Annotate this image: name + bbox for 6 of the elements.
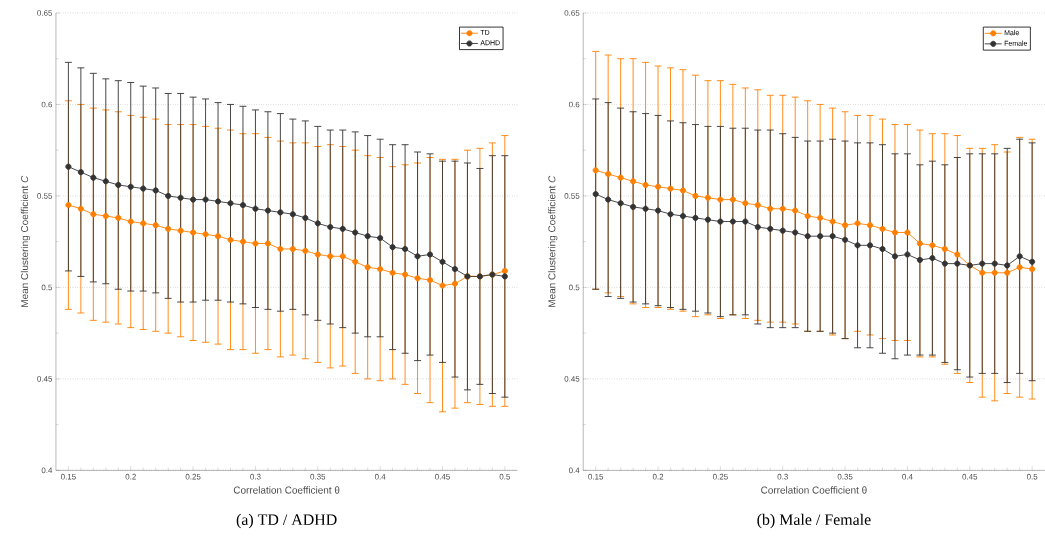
text: (a) TD / ADHD (236, 513, 337, 529)
x-axis-title: Correlation Coefficient θ (761, 486, 867, 494)
x-axis-title: Correlation Coefficient θ (233, 486, 340, 494)
y-axis-title: Mean Clustering Coefficient C (548, 175, 558, 307)
y-axis-title: Mean Clustering Coefficient C (20, 175, 31, 307)
text: (b) Male / Female (757, 513, 871, 529)
